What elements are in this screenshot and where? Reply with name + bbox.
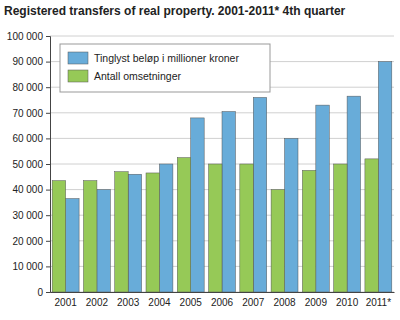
x-tick-label: 2001 <box>55 297 78 308</box>
legend-swatch <box>68 70 88 82</box>
y-tick-mark <box>46 164 50 165</box>
bar <box>209 164 222 292</box>
bar <box>128 174 141 292</box>
y-tick: 40 000 <box>12 184 50 195</box>
x-tick-label: 2008 <box>273 297 296 308</box>
y-tick-mark <box>46 215 50 216</box>
x-tick: 2010 <box>336 292 359 308</box>
y-tick-label: 40 000 <box>12 184 43 195</box>
y-tick: 10 000 <box>12 261 50 272</box>
plot: 0 10 000 20 000 30 000 40 000 50 000 60 000 70 … <box>7 31 395 308</box>
y-tick: 60 000 <box>12 133 50 144</box>
y-tick-label: 60 000 <box>12 133 43 144</box>
y-axis-line <box>46 37 51 293</box>
x-tick-label: 2003 <box>117 297 140 308</box>
bar <box>271 190 284 292</box>
bar <box>146 173 159 292</box>
legend-label: Antall omsetninger <box>94 70 181 82</box>
bars <box>52 62 392 292</box>
x-tick-label: 2007 <box>242 297 265 308</box>
y-tick-label: 0 <box>37 287 43 298</box>
y-tick-label: 80 000 <box>12 82 43 93</box>
y-tick-label: 100 000 <box>7 31 44 42</box>
grid <box>50 36 394 292</box>
bar <box>97 190 110 292</box>
x-axis: 2001 2002 2003 2004 2005 2006 2007 2008 2009 2010… <box>51 292 395 308</box>
x-tick: 2009 <box>305 292 328 308</box>
bar <box>253 97 266 292</box>
x-tick: 2002 <box>86 292 109 308</box>
bar <box>378 62 391 292</box>
y-tick-mark <box>46 36 50 37</box>
y-tick-label: 90 000 <box>12 56 43 67</box>
bar <box>191 118 204 292</box>
y-tick: 50 000 <box>12 159 50 170</box>
bar <box>240 164 253 292</box>
bar <box>365 159 378 292</box>
bar <box>66 199 79 292</box>
y-tick-mark <box>46 241 50 242</box>
x-tick-label: 2004 <box>148 297 171 308</box>
y-tick: 70 000 <box>12 108 50 119</box>
grid-line <box>50 36 394 37</box>
x-tick-label: 2002 <box>86 297 109 308</box>
x-tick-label: 2005 <box>180 297 203 308</box>
x-tick: 2008 <box>273 292 296 308</box>
bar <box>83 181 96 292</box>
y-tick-label: 70 000 <box>12 108 43 119</box>
legend-item: Tinglyst beløp i millioner kroner <box>68 52 239 64</box>
y-tick: 0 <box>37 287 50 298</box>
x-tick: 2004 <box>148 292 171 308</box>
bar <box>334 164 347 292</box>
y-tick-mark <box>46 62 50 63</box>
y-tick-mark <box>46 190 50 191</box>
title: Registered transfers of real property. 2… <box>4 4 346 18</box>
bar <box>222 112 235 292</box>
bar <box>159 164 172 292</box>
y-tick-mark <box>46 266 50 267</box>
bar <box>115 172 128 292</box>
x-tick: 2007 <box>242 292 265 308</box>
x-tick-label: 2006 <box>211 297 234 308</box>
y-axis: 0 10 000 20 000 30 000 40 000 50 000 60 000 70 … <box>7 31 51 298</box>
y-tick-mark <box>46 292 50 293</box>
y-tick-label: 50 000 <box>12 159 43 170</box>
x-tick: 2001 <box>55 292 78 308</box>
x-tick: 2005 <box>180 292 203 308</box>
bar <box>316 105 329 292</box>
y-tick-mark <box>46 87 50 88</box>
y-tick: 80 000 <box>12 82 50 93</box>
series <box>52 158 378 292</box>
bar <box>177 158 190 292</box>
legend: Tinglyst beløp i millioner kroner Antall … <box>60 44 270 92</box>
y-tick: 100 000 <box>7 31 50 42</box>
y-tick-label: 20 000 <box>12 236 43 247</box>
x-tick: 2003 <box>117 292 140 308</box>
x-tick-label: 2011* <box>366 297 392 308</box>
legend-item: Antall omsetninger <box>68 70 181 82</box>
bar <box>285 138 298 292</box>
y-tick-label: 10 000 <box>12 261 43 272</box>
y-tick: 30 000 <box>12 210 50 221</box>
x-tick-label: 2009 <box>305 297 328 308</box>
x-tick: 2006 <box>211 292 234 308</box>
chart: Registered transfers of real property. 2… <box>0 0 400 320</box>
y-tick: 90 000 <box>12 56 50 67</box>
x-tick: 2011* <box>366 292 392 308</box>
y-tick-label: 30 000 <box>12 210 43 221</box>
y-tick: 20 000 <box>12 236 50 247</box>
legend-label: Tinglyst beløp i millioner kroner <box>94 52 239 64</box>
series <box>66 62 392 292</box>
bar <box>347 96 360 292</box>
legend-swatch <box>68 52 88 64</box>
legend-box <box>60 44 270 92</box>
bar <box>302 170 315 292</box>
y-tick-mark <box>46 138 50 139</box>
y-tick-mark <box>46 113 50 114</box>
bar <box>52 181 65 292</box>
x-axis-line <box>51 292 395 293</box>
x-tick-label: 2010 <box>336 297 359 308</box>
